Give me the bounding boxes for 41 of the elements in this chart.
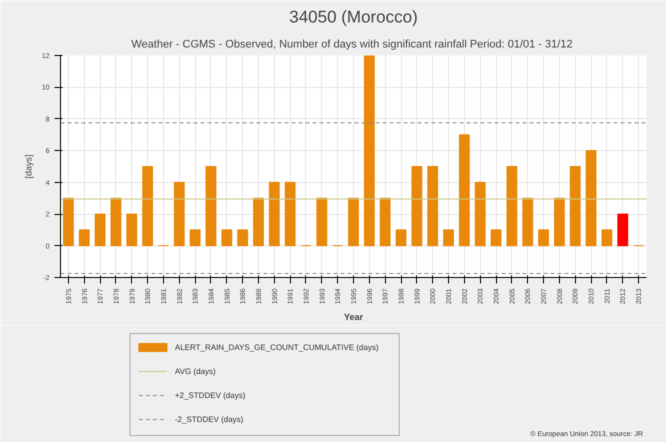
bar: [190, 229, 201, 246]
bar: [396, 229, 406, 246]
bar: [522, 198, 534, 246]
bar: [78, 229, 90, 246]
bar: [110, 198, 122, 246]
bar: [380, 198, 391, 246]
bar: [237, 229, 248, 246]
bar: [538, 229, 549, 246]
y-axis-title: [days]: [24, 154, 34, 179]
bar: [348, 198, 359, 246]
x-axis-title: Year: [344, 312, 364, 322]
bar: [554, 198, 565, 246]
bar: [570, 166, 581, 246]
bar: [427, 166, 438, 246]
bar: [316, 198, 328, 246]
bar: [142, 166, 154, 246]
bar: [364, 56, 375, 246]
bar: [284, 182, 296, 246]
bar: [206, 166, 216, 246]
legend-label: +2_STDDEV (days): [174, 391, 246, 400]
bar: [411, 166, 422, 246]
bar: [94, 214, 106, 246]
legend-label: -2_STDDEV (days): [174, 415, 244, 424]
bar: [458, 134, 470, 246]
bar: [174, 182, 185, 246]
bar: [490, 229, 502, 246]
bar: [253, 198, 264, 246]
bar: [586, 150, 596, 246]
bar: [268, 182, 280, 246]
bar: [474, 182, 486, 246]
bar: [221, 229, 232, 246]
chart-title: 34050 (Morocco): [289, 8, 418, 26]
legend-label: ALERT_RAIN_DAYS_GE_COUNT_CUMULATIVE (days): [174, 343, 379, 352]
bar: [601, 229, 612, 246]
legend-label: AVG (days): [174, 367, 216, 376]
chart-subtitle: Weather - CGMS - Observed, Number of days with significant rainfall Period: 01/01 - 31/12: [131, 38, 573, 50]
bar: [506, 166, 518, 246]
bar: [617, 214, 628, 246]
bar: [443, 229, 454, 246]
bar: [126, 214, 138, 246]
bar: [63, 198, 74, 246]
